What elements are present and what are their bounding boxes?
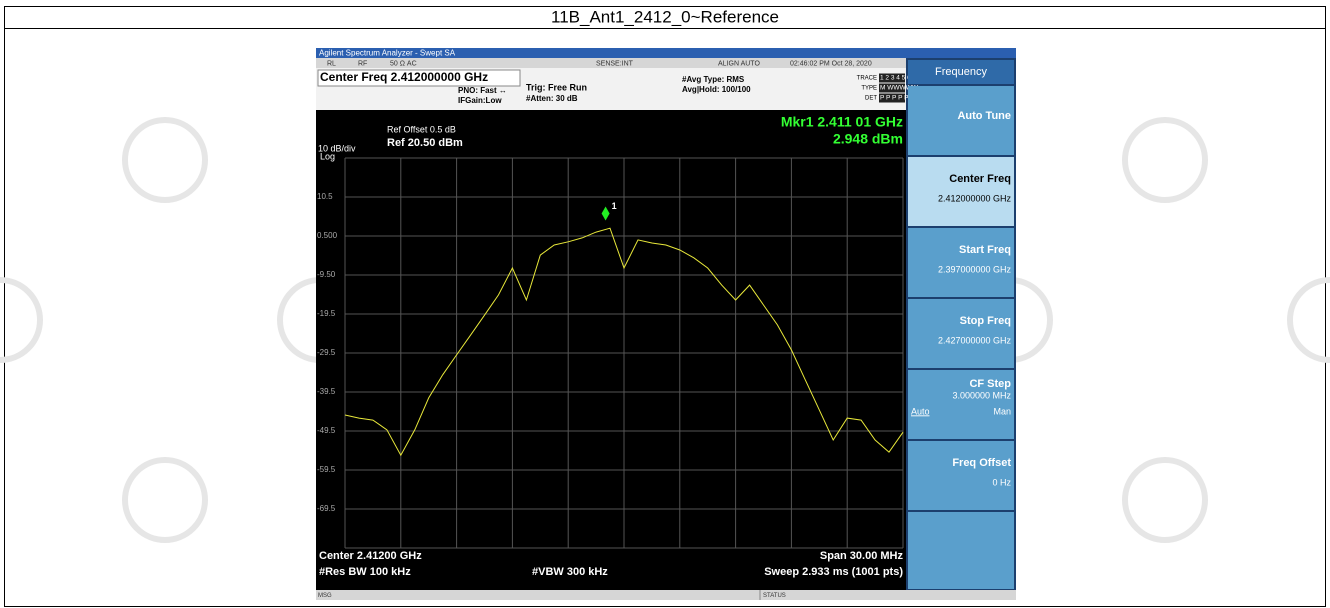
avg-hold: Avg|Hold: 100/100 <box>682 85 751 94</box>
trace-setting-label: TRACE <box>857 76 877 82</box>
y-tick-label: -19.5 <box>317 309 336 318</box>
y-tick-label: 0.500 <box>317 231 338 240</box>
center-freq: Center Freq 2.412000000 GHz <box>320 70 488 84</box>
window-title: Agilent Spectrum Analyzer - Swept SA <box>319 49 456 58</box>
y-tick-label: -49.5 <box>317 426 336 435</box>
status-item: 50 Ω AC <box>390 60 417 67</box>
page: 11B_Ant1_2412_0~Reference Agilent Spectru… <box>0 0 1330 608</box>
marker-id: 1 <box>612 201 617 211</box>
softkey-value: 2.412000000 GHz <box>938 193 1012 203</box>
softkey[interactable] <box>908 157 1014 226</box>
atten: #Atten: 30 dB <box>526 94 578 103</box>
status-item: ALIGN AUTO <box>718 60 760 67</box>
pno: PNO: Fast ↔ <box>458 86 507 95</box>
y-tick-label: -59.5 <box>317 465 336 474</box>
softkey-label: Auto Tune <box>957 110 1011 122</box>
footer-vbw: #VBW 300 kHz <box>532 566 608 578</box>
status-item: RL <box>327 60 336 67</box>
softkey[interactable] <box>908 228 1014 297</box>
softkey-label: CF Step <box>969 378 1011 390</box>
y-tick-label: -39.5 <box>317 387 336 396</box>
softkey-label: Center Freq <box>949 173 1011 185</box>
softkey[interactable] <box>908 441 1014 510</box>
trace-setting-label: TYPE <box>861 86 877 92</box>
status-item: 02:46:02 PM Oct 28, 2020 <box>790 60 872 67</box>
y-tick-label: -9.50 <box>317 270 336 279</box>
marker-label: Mkr1 2.411 01 GHz <box>781 114 903 130</box>
ref-level: Ref 20.50 dBm <box>387 137 463 149</box>
footer-rbw: #Res BW 100 kHz <box>319 566 411 578</box>
status: STATUS <box>763 593 786 599</box>
softkey-value: 0 Hz <box>992 477 1011 487</box>
trace-setting-label: DET <box>865 96 877 102</box>
avg-type: #Avg Type: RMS <box>682 75 745 84</box>
y-tick-label: 10.5 <box>317 192 333 201</box>
softkey-label: Start Freq <box>959 244 1011 256</box>
softkey-auto: Auto <box>911 406 930 416</box>
footer-center: Center 2.41200 GHz <box>319 550 422 562</box>
y-tick-label: -69.5 <box>317 504 336 513</box>
log: Log <box>320 151 335 161</box>
y-tick-label: -29.5 <box>317 348 336 357</box>
softkey-label: Freq Offset <box>952 457 1011 469</box>
softkey-value: 2.397000000 GHz <box>938 264 1012 274</box>
softkey-menu-title: Frequency <box>935 66 987 78</box>
trig: Trig: Free Run <box>526 82 587 92</box>
softkey-man: Man <box>993 406 1011 416</box>
status-item: RF <box>358 60 367 67</box>
msg: MSG <box>318 593 332 599</box>
title: 11B_Ant1_2412_0~Reference <box>551 7 779 26</box>
softkey-value: 2.427000000 GHz <box>938 335 1012 345</box>
ifgain: IFGain:Low <box>458 96 502 105</box>
softkey-label: Stop Freq <box>960 315 1011 327</box>
softkey-blank <box>908 512 1014 589</box>
softkey-value: 3.000000 MHz <box>952 390 1011 400</box>
trace-setting-value: 1 2 3 4 5 6 <box>880 75 911 82</box>
footer-sweep: Sweep 2.933 ms (1001 pts) <box>764 566 903 578</box>
footer-span: Span 30.00 MHz <box>820 550 904 562</box>
softkey[interactable] <box>908 299 1014 368</box>
ref-offset: Ref Offset 0.5 dB <box>387 124 456 134</box>
marker-value: 2.948 dBm <box>833 131 903 147</box>
status-item: SENSE:INT <box>596 60 634 67</box>
message-bar <box>316 590 1016 600</box>
